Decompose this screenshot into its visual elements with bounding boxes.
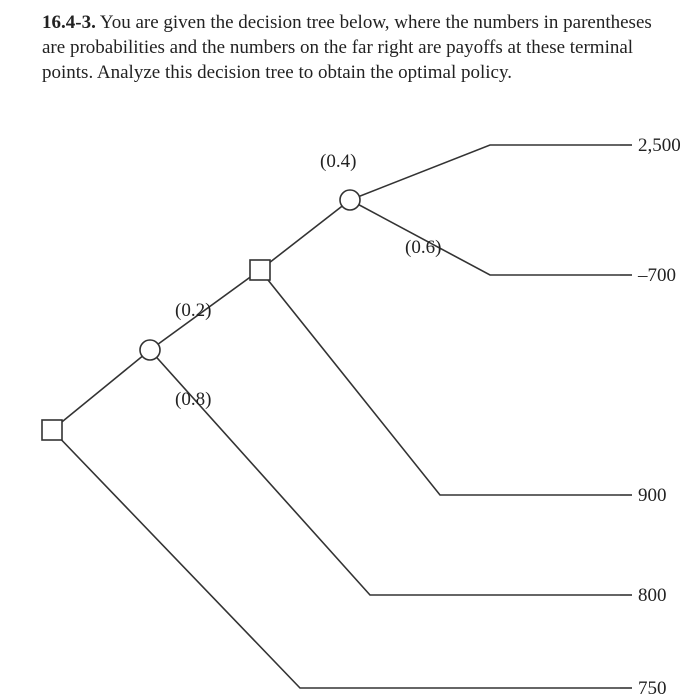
decision-node-icon (42, 420, 62, 440)
prob-label: (0.8) (175, 389, 211, 410)
edges-layer (52, 145, 632, 688)
decision-node-icon (250, 260, 270, 280)
payoff-value: 800 (638, 585, 667, 606)
prob-label: (0.6) (405, 237, 441, 258)
page: 16.4-3. You are given the decision tree … (0, 0, 689, 700)
edge-dec2-chance2 (260, 200, 350, 270)
payoff-value: –700 (637, 265, 676, 286)
prob-label: (0.4) (320, 151, 356, 172)
labels-layer: (0.2) (0.8) (0.4) (0.6) 2,500 –700 900 800 750 (175, 135, 681, 699)
chance-node-icon (140, 340, 160, 360)
edge-chance2-t_m700 (350, 200, 620, 275)
edge-dec2-t_900 (260, 270, 620, 495)
edge-root-chance1 (52, 350, 150, 430)
edge-chance2-t_2500 (350, 145, 620, 200)
payoff-value: 900 (638, 485, 667, 506)
edge-root-t_750 (52, 430, 620, 688)
chance-node-icon (340, 190, 360, 210)
payoff-value: 2,500 (638, 135, 681, 156)
prob-label: (0.2) (175, 300, 211, 321)
edge-chance1-t_800 (150, 350, 620, 595)
decision-tree-svg: (0.2) (0.8) (0.4) (0.6) 2,500 –700 900 800 750 (0, 0, 689, 700)
payoff-value: 750 (638, 678, 667, 699)
